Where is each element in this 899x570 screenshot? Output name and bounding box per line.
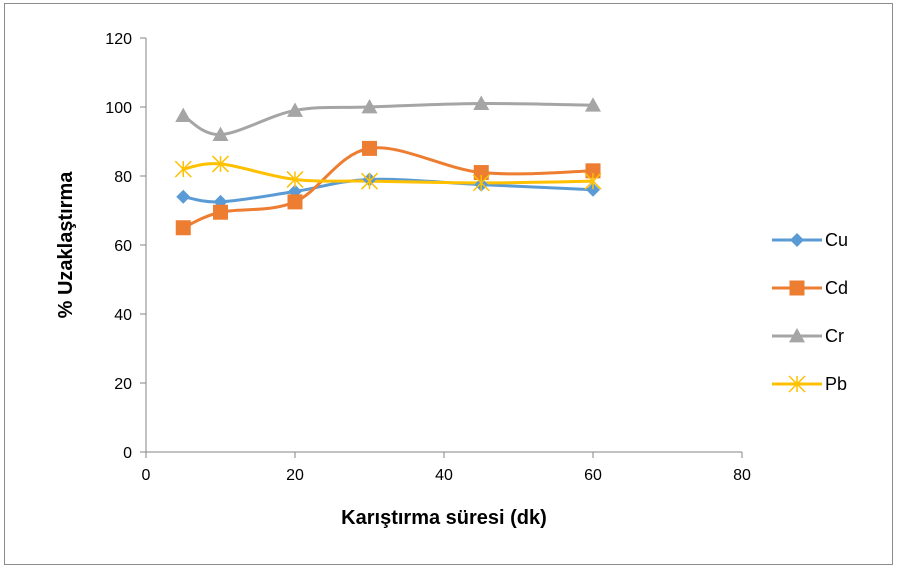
x-tick-label: 0 <box>142 467 151 484</box>
series-markers <box>174 95 602 236</box>
legend-label-cr: Cr <box>825 326 844 346</box>
x-axis-title: Karıştırma süresi (dk) <box>341 507 547 529</box>
legend-marker-cr <box>789 328 805 343</box>
data-point-pb <box>174 160 192 178</box>
legend-item-pb: Pb <box>772 374 847 394</box>
data-point-cd <box>287 194 303 210</box>
y-tick-label: 60 <box>114 238 132 255</box>
y-ticks: 0 20 40 60 80 100 120 <box>105 31 146 462</box>
data-point-pb <box>360 172 379 190</box>
data-point-cr <box>473 95 490 110</box>
legend-label-pb: Pb <box>825 374 847 394</box>
data-point-cr <box>175 107 192 123</box>
data-point-cd <box>585 163 601 179</box>
legend-marker-cd <box>789 280 805 296</box>
legend-marker-cu <box>790 233 804 247</box>
y-tick-label: 40 <box>114 307 132 324</box>
x-ticks: 0 20 40 60 80 <box>142 452 751 484</box>
data-point-cr <box>361 99 378 114</box>
legend: Cu Cd Cr Pb <box>772 230 848 394</box>
chart-frame <box>4 3 893 565</box>
y-tick-label: 20 <box>114 376 132 393</box>
data-point-pb <box>211 155 230 173</box>
data-point-cr <box>287 102 303 117</box>
legend-item-cd: Cd <box>772 278 848 298</box>
axes <box>145 38 742 453</box>
x-tick-label: 20 <box>286 467 304 484</box>
x-tick-label: 80 <box>733 467 751 484</box>
legend-label-cd: Cd <box>825 278 848 298</box>
data-point-cr <box>585 97 601 112</box>
data-point-pb <box>472 174 490 192</box>
y-tick-label: 80 <box>114 169 132 186</box>
legend-marker-pb <box>788 375 806 393</box>
legend-item-cr: Cr <box>772 326 844 346</box>
x-tick-label: 60 <box>584 467 602 484</box>
data-point-cr <box>212 126 229 141</box>
data-point-cu <box>176 189 191 204</box>
series-lines <box>181 102 595 230</box>
y-axis-title: % Uzaklaştırma <box>55 171 77 319</box>
series-line-cr <box>181 102 595 137</box>
legend-item-cu: Cu <box>772 230 848 250</box>
y-tick-label: 120 <box>105 31 132 48</box>
y-tick-label: 100 <box>105 100 132 117</box>
data-point-pb <box>584 172 602 190</box>
y-tick-label: 0 <box>123 445 132 462</box>
data-point-cd <box>175 220 191 236</box>
data-point-cd <box>473 165 489 181</box>
legend-label-cu: Cu <box>825 230 848 250</box>
data-point-cu <box>586 182 600 197</box>
data-point-cd <box>362 140 377 156</box>
x-tick-label: 40 <box>435 467 453 484</box>
data-point-pb <box>286 170 304 188</box>
data-point-cd <box>213 204 228 220</box>
